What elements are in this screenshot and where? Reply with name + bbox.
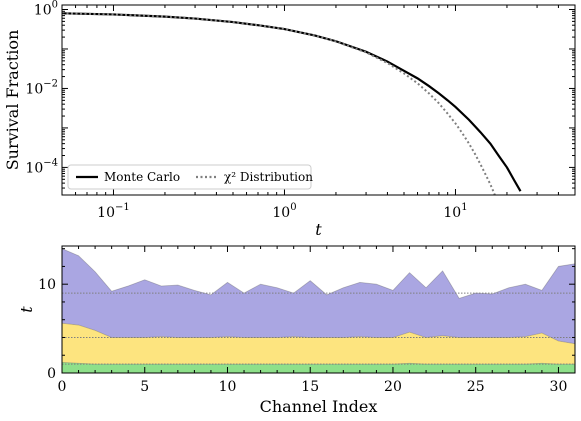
channel-reference-lines [62, 292, 575, 365]
channel-y-axis-label: t [17, 306, 36, 313]
survival-x-tick-label: 100 [272, 202, 296, 221]
channel-y-tick-label: 0 [47, 366, 56, 382]
survival-series-0 [62, 12, 522, 192]
channel-axis-ticks: 0 5 10 15 20 25 30 0 10 [38, 246, 576, 395]
channel-area-band-2 [62, 362, 575, 373]
survival-chart: 10−1 100 101 10−4 10−2 100 Monte Carlo χ² Dist… [3, 0, 576, 239]
channel-x-tick-label: 30 [550, 379, 568, 395]
survival-legend: Monte Carlo χ² Distribution [67, 164, 313, 190]
channel-x-tick-label: 25 [467, 379, 485, 395]
channel-area-band-0 [62, 248, 575, 344]
legend-box [67, 164, 312, 190]
channel-chart: 0 5 10 15 20 25 30 0 10 Channel Index t [17, 245, 576, 416]
survival-x-axis-label: t [315, 220, 322, 239]
survival-x-tick-label: 10−1 [97, 202, 130, 221]
survival-series-group [62, 12, 522, 195]
channel-y-tick-label: 10 [38, 277, 56, 293]
survival-y-axis-label: Survival Fraction [3, 30, 22, 171]
channel-x-tick-label: 15 [301, 379, 319, 395]
channel-plot-frame [61, 245, 576, 374]
survival-series-1 [62, 12, 496, 195]
channel-x-tick-label: 20 [384, 379, 402, 395]
survival-axis-ticks: 10−1 100 101 10−4 10−2 100 [25, 0, 576, 221]
channel-area-band-1 [62, 323, 575, 365]
survival-y-tick-label: 100 [34, 0, 58, 18]
survival-y-tick-label: 10−4 [25, 157, 58, 176]
channel-area-group [61, 248, 576, 373]
channel-x-tick-label: 5 [140, 379, 149, 395]
channel-x-tick-label: 10 [219, 379, 237, 395]
legend-label-1: χ² Distribution [224, 170, 313, 184]
survival-y-tick-label: 10−2 [25, 78, 58, 97]
channel-area-edge-0 [61, 248, 576, 299]
survival-x-tick-label: 101 [443, 202, 467, 221]
legend-label-0: Monte Carlo [104, 170, 180, 184]
channel-x-axis-label: Channel Index [260, 397, 378, 416]
channel-x-tick-label: 0 [58, 379, 67, 395]
